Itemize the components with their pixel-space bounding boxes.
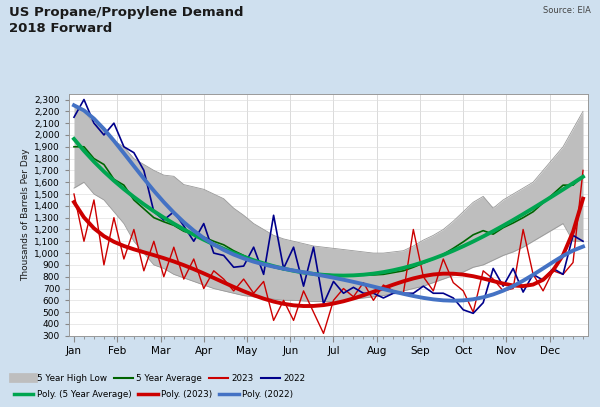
Text: US Propane/Propylene Demand
2018 Forward: US Propane/Propylene Demand 2018 Forward [9, 6, 244, 35]
Legend: Poly. (5 Year Average), Poly. (2023), Poly. (2022): Poly. (5 Year Average), Poly. (2023), Po… [10, 387, 297, 403]
Y-axis label: Thousands of Barrels Per Day: Thousands of Barrels Per Day [21, 149, 30, 281]
Legend: 5 Year High Low, 5 Year Average, 2023, 2022: 5 Year High Low, 5 Year Average, 2023, 2… [10, 370, 310, 386]
Text: Source: EIA: Source: EIA [543, 6, 591, 15]
